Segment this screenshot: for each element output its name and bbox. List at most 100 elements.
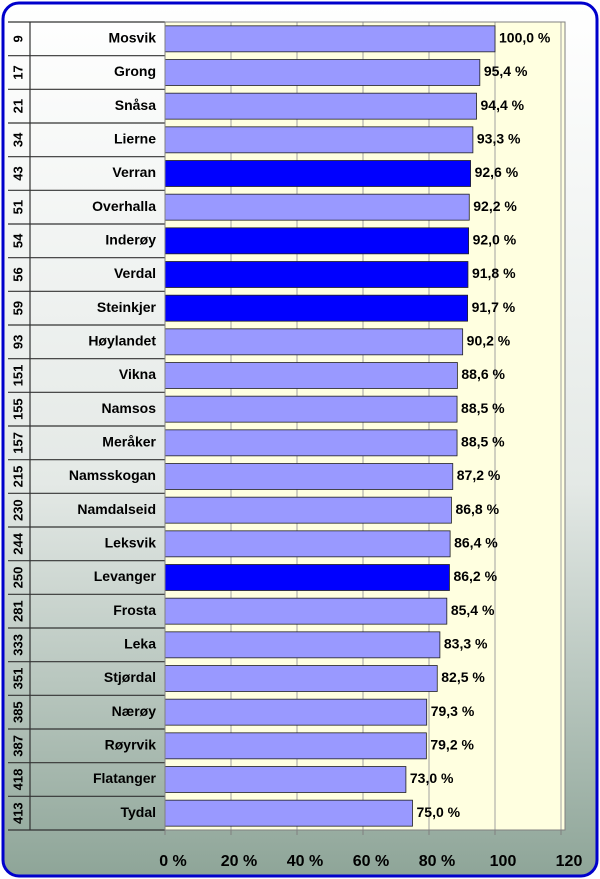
- rank-label: 43: [10, 166, 25, 180]
- rank-label: 333: [10, 634, 25, 656]
- bar: [164, 429, 458, 457]
- y-tick-label: Overhalla: [92, 198, 156, 214]
- rank-label: 93: [10, 335, 25, 349]
- rank-label: 54: [10, 233, 25, 248]
- y-tick-label: Grong: [114, 63, 156, 79]
- bar: [164, 631, 441, 659]
- rank-label: 230: [10, 499, 25, 521]
- value-label: 92,0 %: [473, 232, 517, 248]
- rank-label: 51: [10, 200, 25, 214]
- bar: [164, 530, 451, 558]
- bar: [164, 395, 458, 423]
- value-label: 86,4 %: [454, 535, 498, 551]
- value-label: 86,2 %: [453, 568, 497, 584]
- value-label: 85,4 %: [451, 602, 495, 618]
- value-label: 92,6 %: [475, 164, 519, 180]
- bar: [164, 665, 438, 692]
- bar: [164, 597, 448, 625]
- y-tick-label: Frosta: [113, 602, 156, 618]
- bar: [164, 463, 454, 490]
- rank-label: 250: [10, 567, 25, 589]
- y-tick-label: Høylandet: [88, 333, 156, 349]
- rank-label: 157: [10, 432, 25, 454]
- x-tick-label: 0 %: [159, 853, 187, 870]
- value-label: 100,0 %: [499, 30, 551, 46]
- x-tick-label: 20 %: [221, 853, 257, 870]
- y-tick-label: Inderøy: [105, 232, 156, 248]
- value-label: 73,0 %: [410, 770, 454, 786]
- value-label: 82,5 %: [441, 669, 485, 685]
- value-label: 88,6 %: [461, 366, 505, 382]
- value-label: 79,3 %: [431, 703, 475, 719]
- bar: [164, 328, 464, 356]
- rank-label: 351: [10, 668, 25, 690]
- y-tick-label: Tydal: [120, 804, 156, 820]
- y-tick-label: Verdal: [114, 265, 156, 281]
- y-tick-label: Vikna: [119, 366, 156, 382]
- x-tick-label: 40 %: [287, 853, 323, 870]
- bar: [164, 227, 470, 255]
- y-tick-label: Stjørdal: [104, 669, 156, 685]
- rank-label: 413: [10, 802, 25, 824]
- bar: [164, 193, 470, 221]
- value-label: 91,8 %: [472, 265, 516, 281]
- y-tick-label: Flatanger: [93, 770, 157, 786]
- bar: [164, 92, 477, 120]
- rank-label: 56: [10, 267, 25, 281]
- x-tick-label: 60 %: [353, 853, 389, 870]
- value-label: 87,2 %: [457, 467, 501, 483]
- rank-label: 59: [10, 301, 25, 315]
- bar: [164, 362, 458, 389]
- bar: [164, 564, 450, 591]
- x-tick-label: 80 %: [419, 853, 455, 870]
- value-label: 86,8 %: [455, 501, 499, 517]
- y-tick-label: Steinkjer: [97, 299, 157, 315]
- rank-label: 215: [10, 466, 25, 488]
- value-label: 88,5 %: [461, 434, 505, 450]
- y-tick-label: Verran: [112, 164, 156, 180]
- y-tick-label: Røyrvik: [105, 737, 157, 753]
- rank-label: 17: [10, 65, 25, 79]
- rank-label: 244: [10, 532, 25, 554]
- rank-label: 34: [10, 132, 25, 147]
- value-label: 95,4 %: [484, 63, 528, 79]
- value-label: 93,3 %: [477, 131, 521, 147]
- bar: [164, 59, 481, 86]
- rank-label: 155: [10, 398, 25, 420]
- plot-border: [164, 21, 566, 831]
- bar: [164, 261, 469, 288]
- value-label: 75,0 %: [417, 804, 461, 820]
- rank-label: 385: [10, 701, 25, 723]
- value-label: 79,2 %: [430, 737, 474, 753]
- x-tick-label: 120: [556, 853, 583, 870]
- bar: [164, 160, 471, 187]
- bar: [164, 126, 474, 154]
- y-tick-label: Meråker: [102, 434, 156, 450]
- plot-area: [165, 22, 565, 830]
- y-tick-label: Leka: [124, 636, 156, 652]
- y-tick-label: Namsos: [102, 400, 157, 416]
- value-label: 92,2 %: [473, 198, 517, 214]
- bar: [164, 799, 413, 827]
- rank-label: 9: [10, 35, 25, 42]
- value-label: 83,3 %: [444, 636, 488, 652]
- bar: [164, 766, 407, 793]
- rank-label: 281: [10, 600, 25, 622]
- x-tick-label: 100: [490, 853, 517, 870]
- y-tick-label: Namdalseid: [77, 501, 156, 517]
- bar: [164, 25, 496, 53]
- rank-label: 151: [10, 365, 25, 387]
- y-tick-label: Nærøy: [112, 703, 157, 719]
- y-tick-label: Mosvik: [109, 30, 157, 46]
- rank-label: 418: [10, 769, 25, 791]
- y-tick-label: Levanger: [94, 568, 157, 584]
- y-tick-label: Snåsa: [115, 97, 156, 113]
- rank-label: 387: [10, 735, 25, 757]
- rank-label: 21: [10, 99, 25, 113]
- bar: [164, 732, 427, 760]
- value-label: 90,2 %: [467, 333, 511, 349]
- value-label: 91,7 %: [472, 299, 516, 315]
- bar: [164, 294, 469, 322]
- y-tick-label: Namsskogan: [69, 467, 156, 483]
